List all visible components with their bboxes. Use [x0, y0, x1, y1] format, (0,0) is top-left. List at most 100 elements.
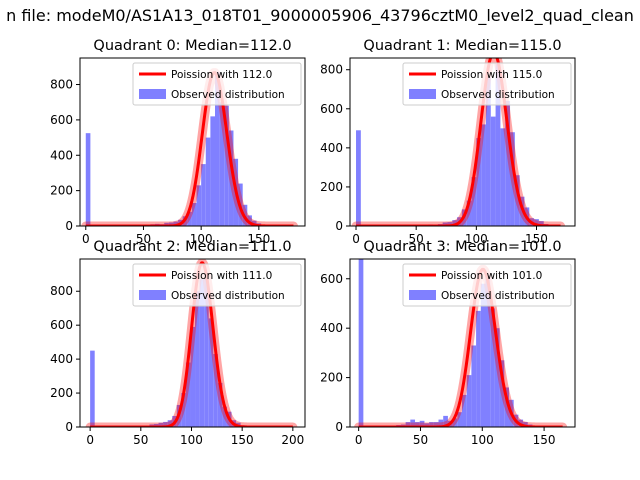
histogram-bar: [466, 375, 472, 427]
axes-frame: [79, 258, 306, 428]
x-tick-label: 150: [247, 232, 270, 246]
legend-label: Observed distribution: [441, 290, 555, 302]
histogram-bar: [222, 406, 227, 427]
legend-box: [132, 62, 302, 106]
y-tick-label: 200: [320, 371, 343, 385]
y-tick-label: 0: [335, 219, 343, 233]
x-tick-label: 0: [82, 232, 90, 246]
histogram-bar: [168, 222, 174, 226]
x-tick-label: 200: [281, 433, 304, 447]
histogram-bar: [210, 116, 215, 226]
histogram-bar: [199, 279, 205, 427]
x-tick-label: 100: [180, 433, 203, 447]
legend-label: Poission with 111.0: [171, 270, 272, 282]
histogram-bar: [462, 394, 467, 427]
x-tick-label: 50: [413, 433, 428, 447]
histogram-bar: [410, 419, 416, 427]
legend-label: Observed distribution: [441, 89, 555, 101]
histogram-bar: [224, 105, 229, 226]
x-tick-label: 50: [133, 433, 148, 447]
y-tick-label: 600: [320, 272, 343, 286]
subplot-1: 0 50 100 150 0 200 400 600 800 Quadrant 1: Median…: [320, 38, 576, 246]
histogram-bar: [90, 350, 95, 427]
legend-bar-swatch: [409, 89, 436, 99]
y-tick-label: 200: [50, 184, 73, 198]
histogram-bar: [205, 137, 211, 226]
poisson-line: [355, 58, 561, 226]
histogram-bar: [443, 415, 448, 427]
x-tick-label: 100: [465, 232, 488, 246]
histogram-bar: [538, 221, 544, 226]
histogram-bar: [490, 308, 495, 427]
y-tick-label: 200: [320, 180, 343, 194]
legend-box: [402, 263, 572, 307]
histogram-bar: [534, 219, 539, 226]
plot-area: [351, 58, 566, 226]
x-tick-label: 150: [231, 433, 254, 447]
legend-label: Poission with 112.0: [171, 69, 272, 81]
histogram-bar: [424, 423, 430, 427]
y-tick-label: 0: [335, 420, 343, 434]
histogram-bar: [217, 382, 223, 427]
histogram-bar: [153, 423, 159, 427]
histogram-bar: [181, 393, 186, 427]
legend-label: Observed distribution: [171, 89, 285, 101]
histogram-bar: [480, 283, 486, 427]
histogram-bar: [204, 277, 209, 427]
histogram-bar: [190, 326, 196, 427]
histogram-bar: [195, 291, 200, 427]
histogram-bar: [452, 220, 458, 226]
histogram-bar: [85, 133, 91, 226]
axes-frame: [349, 57, 576, 227]
y-tick-label: 800: [50, 78, 73, 92]
x-tick-label: 150: [533, 433, 556, 447]
subplot-0: 0 50 100 150 0 200 400 600 800 Quadrant 0: Median…: [50, 38, 306, 246]
histogram-bar: [471, 177, 477, 226]
y-tick-label: 600: [50, 318, 73, 332]
x-tick-label: 50: [136, 232, 151, 246]
histogram-bar: [433, 422, 439, 427]
legend-bar-swatch: [409, 290, 436, 300]
y-tick-label: 200: [50, 386, 73, 400]
histogram-bar: [447, 222, 453, 226]
subplot-title: Quadrant 1: Median=115.0: [363, 38, 561, 54]
subplot-2: 0 50 100 150 200 0 200 400 600 800 Quadrant 2: Med…: [50, 239, 306, 447]
histogram-bar: [196, 185, 202, 226]
x-tick-label: 100: [471, 433, 494, 447]
histogram-bar: [208, 318, 214, 427]
histogram-bar: [505, 100, 511, 226]
y-tick-label: 0: [65, 420, 73, 434]
histogram-bar: [471, 345, 477, 427]
legend-label: Observed distribution: [171, 290, 285, 302]
y-tick-label: 600: [50, 113, 73, 127]
histogram-bar: [419, 420, 425, 427]
subplot-title: Quadrant 3: Median=101.0: [363, 239, 561, 255]
histogram-bar: [213, 354, 218, 427]
y-tick-label: 800: [50, 284, 73, 298]
x-tick-label: 0: [355, 433, 363, 447]
histogram-bar: [187, 211, 192, 226]
histogram-bar: [405, 422, 411, 427]
axes-frame: [349, 258, 576, 428]
x-tick-label: 50: [409, 232, 424, 246]
histogram-bar: [167, 420, 173, 427]
histogram-bar: [173, 221, 179, 226]
axes-frame: [79, 57, 306, 227]
histogram-bar: [485, 77, 491, 226]
histogram-bar: [438, 419, 444, 427]
histogram-bar: [523, 422, 528, 427]
histogram-bar: [495, 63, 501, 226]
y-tick-label: 600: [320, 102, 343, 116]
histogram-bar: [457, 412, 463, 427]
histogram-bar: [485, 276, 491, 427]
histogram-bar: [510, 132, 515, 226]
legend-label: Poission with 101.0: [441, 270, 542, 282]
legend-bar-swatch: [139, 89, 166, 99]
legend-box: [132, 263, 302, 307]
y-tick-label: 400: [320, 141, 343, 155]
histogram-bar: [466, 200, 472, 226]
histogram-bar: [215, 72, 220, 226]
histogram-bar: [500, 128, 506, 226]
legend-box: [402, 62, 572, 106]
